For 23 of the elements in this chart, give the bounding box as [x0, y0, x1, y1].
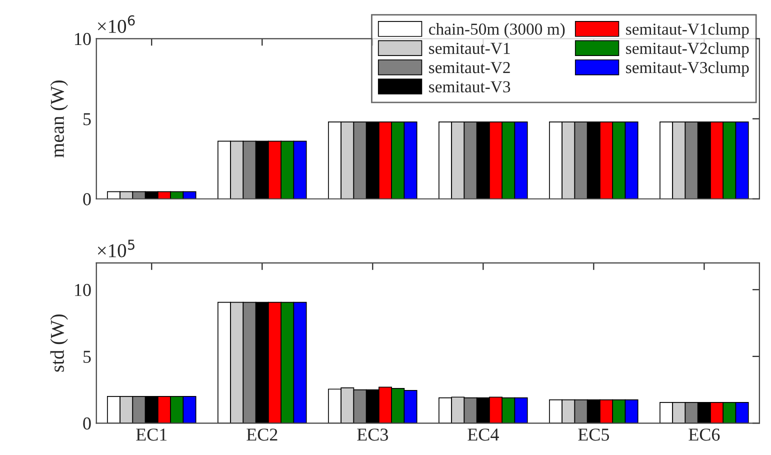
- legend-label: semitaut-V2: [429, 62, 510, 74]
- x-tick-label: EC1: [136, 428, 167, 441]
- text: ×10$^{6}$: [98, 15, 135, 33]
- legend-label: semitaut-V2clump: [626, 42, 749, 58]
- legend-label: chain-50m (3000 m): [429, 23, 565, 38]
- y-tick-label: 5: [84, 350, 91, 363]
- y-tick-label: 0: [83, 193, 91, 206]
- y-tick-label: 10: [75, 284, 91, 296]
- legend-label: semitaut-V1: [429, 42, 510, 54]
- x-tick-label: EC2: [246, 428, 278, 441]
- y-tick-label: 0: [83, 417, 91, 430]
- legend-label: semitaut-V1clump: [626, 23, 749, 38]
- y-tick-label: 5: [84, 113, 91, 126]
- y-axis-title: std (W): [50, 314, 68, 372]
- y-axis-title: mean (W): [50, 80, 68, 158]
- y-tick-label: 10: [75, 32, 91, 46]
- x-tick-label: EC4: [468, 428, 499, 441]
- legend-label: semitaut-V3: [429, 81, 510, 93]
- legend-label: semitaut-V3clump: [626, 61, 749, 77]
- x-tick-label: EC6: [688, 428, 720, 441]
- x-tick-label: EC3: [357, 428, 388, 441]
- text: ×10$^{5}$: [98, 240, 134, 258]
- x-tick-label: EC5: [578, 428, 610, 441]
